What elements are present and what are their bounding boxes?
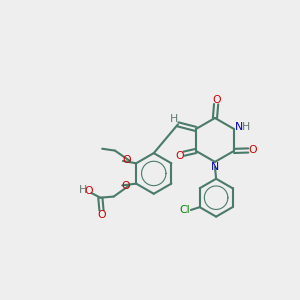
Text: H: H [242, 122, 250, 132]
Text: H: H [80, 184, 88, 195]
Text: H: H [170, 114, 178, 124]
Text: O: O [97, 210, 106, 220]
Text: O: O [175, 151, 184, 160]
Text: O: O [122, 181, 130, 191]
Text: N: N [235, 122, 243, 132]
Text: O: O [122, 155, 131, 165]
Text: N: N [211, 162, 220, 172]
Text: Cl: Cl [179, 205, 190, 215]
Text: O: O [212, 94, 221, 104]
Text: O: O [85, 187, 93, 196]
Text: O: O [249, 145, 257, 155]
